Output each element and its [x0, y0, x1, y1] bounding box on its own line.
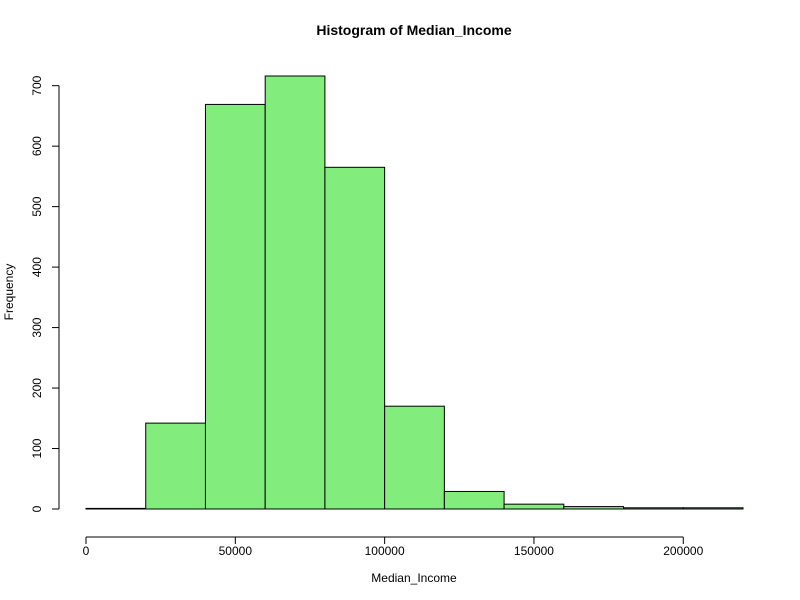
y-tick-label: 300: [30, 317, 44, 337]
histogram-bars: [85, 75, 744, 510]
y-tick-label: 100: [30, 438, 44, 458]
y-tick-label: 0: [30, 505, 44, 512]
y-tick-label: 600: [30, 136, 44, 156]
histogram-bar: [443, 490, 505, 510]
y-axis: 0 100 200 300 400 500 600 700: [30, 75, 60, 512]
histogram-bar: [503, 503, 565, 510]
histogram-bar: [145, 422, 206, 510]
histogram-bar: [563, 506, 625, 510]
y-tick-label: 500: [30, 196, 44, 216]
x-tick-label: 0: [83, 544, 90, 558]
chart-title: Histogram of Median_Income: [316, 22, 511, 38]
histogram-bar: [384, 405, 445, 510]
histogram-bar: [204, 103, 266, 510]
histogram-bar: [623, 507, 684, 510]
histogram-bar: [682, 507, 744, 510]
y-axis-label: Frequency: [2, 264, 16, 321]
x-tick-label: 100000: [365, 544, 405, 558]
x-tick-label: 150000: [514, 544, 554, 558]
x-tick-label: 200000: [663, 544, 703, 558]
x-axis-label: Median_Income: [371, 571, 457, 585]
x-axis: 0 50000 100000 150000 200000: [83, 536, 704, 558]
y-tick-label: 400: [30, 257, 44, 277]
histogram-bar: [264, 75, 326, 510]
x-tick-label: 50000: [219, 544, 253, 558]
y-tick-label: 200: [30, 378, 44, 398]
histogram-bar: [324, 166, 386, 510]
y-tick-label: 700: [30, 75, 44, 95]
histogram-bar: [85, 507, 147, 510]
